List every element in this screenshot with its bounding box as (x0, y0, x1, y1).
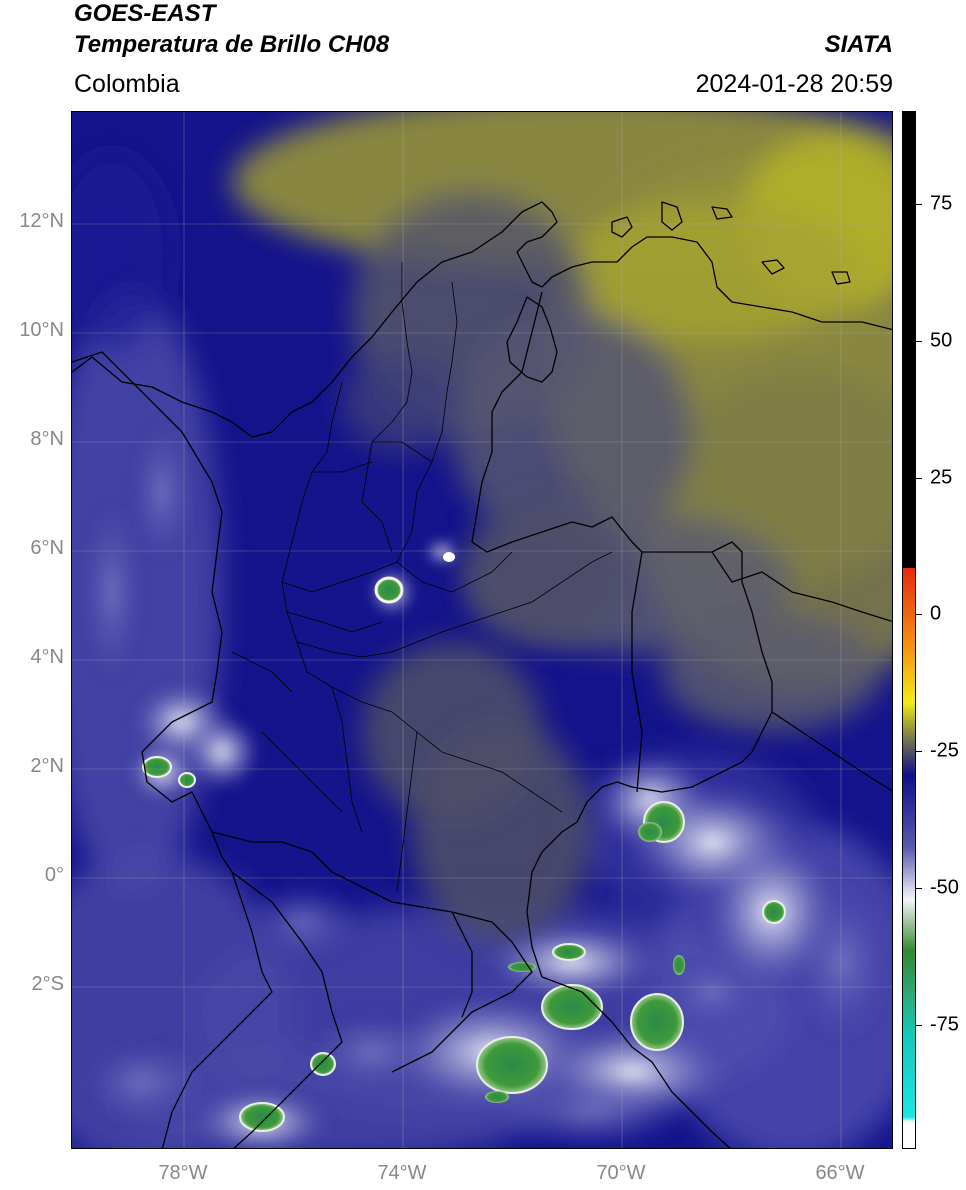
colorbar-tick (916, 614, 922, 615)
lon-label-66w: 66°W (815, 1162, 865, 1184)
lat-label-2n: 2°N (30, 755, 64, 777)
lat-label-6n: 6°N (30, 537, 64, 559)
country-borders (72, 201, 892, 1148)
graticule (72, 112, 892, 1148)
lon-label-70w: 70°W (596, 1162, 646, 1184)
colorbar-tick (916, 478, 922, 479)
department-borders (231, 262, 613, 893)
product-title: Temperatura de Brillo CH08 (74, 31, 390, 58)
colorbar-label-minus75: -75 (930, 1013, 959, 1036)
lat-label-2s: 2°S (31, 973, 64, 995)
lon-label-74w: 74°W (377, 1162, 427, 1184)
colorbar-label-0: 0 (930, 602, 942, 625)
region-label: Colombia (74, 70, 180, 98)
lon-label-78w: 78°W (158, 1162, 208, 1184)
colorbar-tick (916, 888, 922, 889)
colorbar-label-75: 75 (930, 192, 953, 215)
lat-label-0: 0° (44, 864, 64, 886)
temperature-colorbar (902, 111, 916, 1149)
timestamp-label: 2024-01-28 20:59 (695, 70, 893, 98)
colorbar-tick (916, 1025, 922, 1026)
brand-label: SIATA (824, 31, 893, 58)
satellite-map[interactable] (71, 111, 893, 1149)
colorbar-tick (916, 204, 922, 205)
map-canvas (72, 112, 892, 1148)
lat-label-12n: 12°N (19, 210, 64, 232)
convective-cores (142, 552, 786, 1132)
colorbar-tick (916, 341, 922, 342)
gray-dry-tongue (362, 502, 622, 942)
lat-label-10n: 10°N (19, 319, 64, 341)
lat-label-4n: 4°N (30, 646, 64, 668)
satellite-title: GOES-EAST (74, 0, 216, 27)
lat-label-8n: 8°N (30, 428, 64, 450)
colorbar-tick (916, 751, 922, 752)
colorbar-label-25: 25 (930, 466, 953, 489)
colorbar-label-minus25: -25 (930, 739, 959, 762)
dry-air-region (232, 112, 892, 732)
colorbar-label-50: 50 (930, 329, 953, 352)
colorbar-label-minus50: -50 (930, 876, 959, 899)
